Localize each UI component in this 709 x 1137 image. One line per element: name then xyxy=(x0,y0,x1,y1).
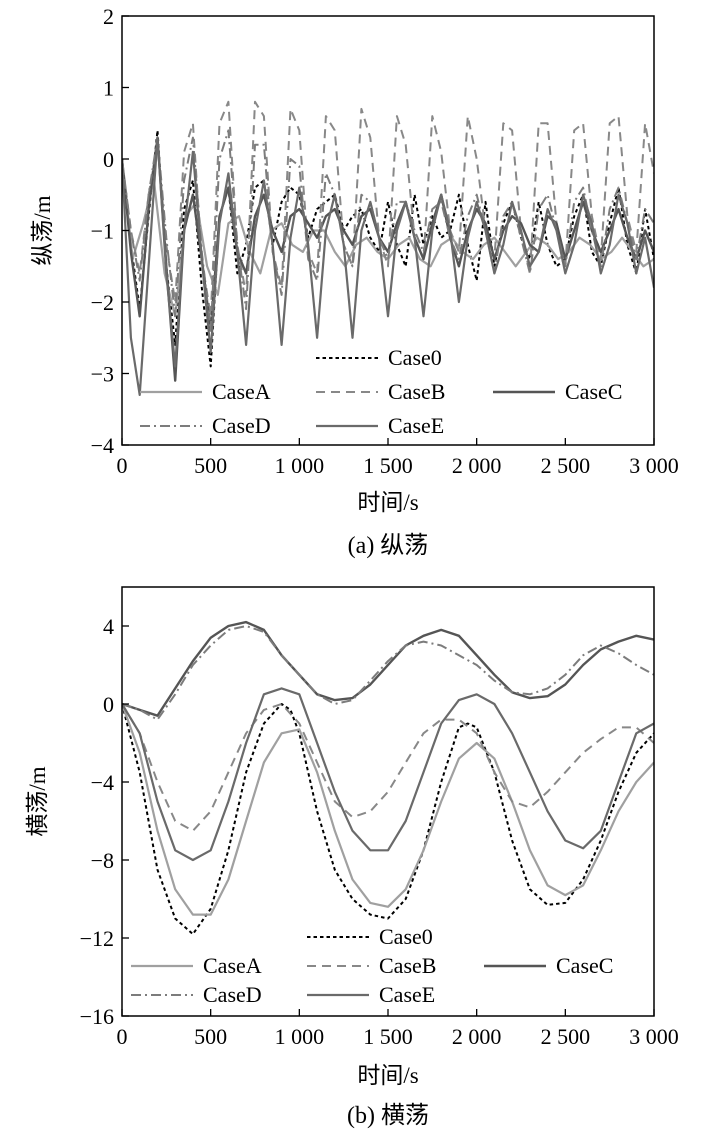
surge-y-tick-label: −1 xyxy=(91,219,114,244)
surge-y-axis-label: 纵荡/m xyxy=(30,195,55,265)
surge-x-tick-label: 1 500 xyxy=(363,453,413,478)
sway-legend-label-casea: CaseA xyxy=(203,953,262,978)
surge-chart: 0 500 1 000 1 500 2 000 2 500 3 000 −4 −3 −2 −1 0 1 2… xyxy=(30,4,679,559)
sway-x-tick-label: 2 000 xyxy=(452,1024,502,1049)
surge-x-tick-label: 2 000 xyxy=(452,453,502,478)
surge-series-case0 xyxy=(122,129,654,368)
sway-y-tick-label: −4 xyxy=(91,770,114,795)
surge-y-tick-label: −4 xyxy=(91,433,114,458)
sway-series-casea xyxy=(122,703,654,916)
sway-series-cased xyxy=(122,625,654,721)
sway-series-casee xyxy=(122,687,654,862)
surge-y-tick-label: 0 xyxy=(103,147,114,172)
surge-legend-label-case0: Case0 xyxy=(388,345,442,370)
sway-x-tick-label: 2 500 xyxy=(541,1024,591,1049)
surge-x-axis-label: 时间/s xyxy=(357,490,418,515)
sway-y-tick-label: −12 xyxy=(80,926,114,951)
sway-series-caseb xyxy=(122,703,654,832)
sway-legend-label-casec: CaseC xyxy=(556,953,613,978)
surge-legend-label-cased: CaseD xyxy=(212,413,271,438)
sway-x-tick-label: 1 500 xyxy=(363,1024,413,1049)
surge-x-tick-label: 2 500 xyxy=(541,453,591,478)
sway-legend-label-casee: CaseE xyxy=(379,982,435,1007)
surge-x-tick-label: 3 000 xyxy=(629,453,679,478)
surge-x-tick-label: 1 000 xyxy=(275,453,325,478)
surge-x-tick-label: 500 xyxy=(194,453,227,478)
sway-x-tick-label: 0 xyxy=(117,1024,128,1049)
sway-x-tick-label: 500 xyxy=(194,1024,227,1049)
sway-series-case0 xyxy=(122,703,654,936)
surge-legend-label-caseb: CaseB xyxy=(388,379,445,404)
surge-series-casea xyxy=(122,158,654,318)
surge-x-tick-label: 0 xyxy=(117,453,128,478)
sway-legend-label-case0: Case0 xyxy=(379,924,433,949)
sway-x-tick-label: 3 000 xyxy=(629,1024,679,1049)
sway-y-tick-label: 4 xyxy=(103,614,114,639)
sway-legend-label-cased: CaseD xyxy=(203,982,262,1007)
surge-series-cased xyxy=(122,129,654,332)
sway-x-tick-label: 1 000 xyxy=(275,1024,325,1049)
surge-legend-label-casea: CaseA xyxy=(212,379,271,404)
sway-y-axis-label: 横荡/m xyxy=(25,766,50,836)
surge-y-tick-label: −2 xyxy=(91,290,114,315)
surge-legend-label-casec: CaseC xyxy=(565,379,622,404)
surge-y-tick-label: 2 xyxy=(103,4,114,29)
sway-y-tick-label: −16 xyxy=(80,1004,114,1029)
sway-series-casec xyxy=(122,620,654,717)
surge-y-tick-label: −3 xyxy=(91,362,114,387)
sway-y-tick-label: 0 xyxy=(103,692,114,717)
sway-chart: 0 500 1 000 1 500 2 000 2 500 3 000 −16 −12 −8 −4 0… xyxy=(25,586,679,1129)
sway-y-tick-label: −8 xyxy=(91,848,114,873)
surge-y-tick-label: 1 xyxy=(103,76,114,101)
surge-caption: (a) 纵荡 xyxy=(348,532,429,559)
sway-legend-label-caseb: CaseB xyxy=(379,953,436,978)
surge-series-casee xyxy=(122,136,654,396)
sway-x-axis-label: 时间/s xyxy=(357,1063,418,1088)
sway-caption: (b) 横荡 xyxy=(347,1102,429,1129)
surge-legend-label-casee: CaseE xyxy=(388,413,444,438)
